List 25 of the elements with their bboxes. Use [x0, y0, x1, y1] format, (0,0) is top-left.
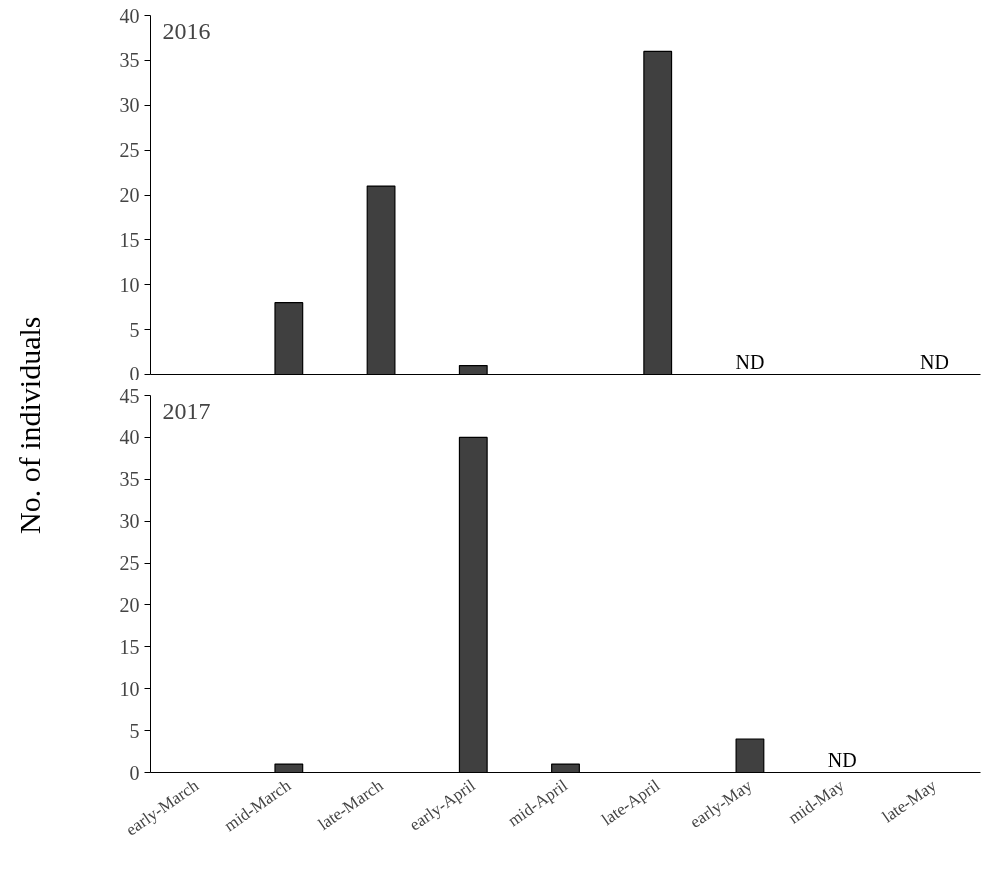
- y-tick-label: 0: [129, 761, 140, 784]
- y-tick-label: 35: [119, 49, 140, 72]
- y-tick-label: 15: [119, 228, 140, 251]
- annotation: 2017: [162, 397, 211, 424]
- y-tick-label: 5: [129, 318, 140, 341]
- annotation: ND: [735, 350, 765, 373]
- annotation: ND: [919, 350, 949, 373]
- y-axis-title: No. of individuals: [11, 316, 47, 534]
- y-tick-label: 30: [119, 510, 140, 533]
- y-tick-label: 10: [119, 677, 140, 700]
- y-tick-label: 45: [119, 384, 140, 407]
- y-tick-label: 5: [129, 719, 140, 742]
- y-tick-label: 35: [119, 468, 140, 491]
- y-tick-label: 40: [119, 426, 140, 449]
- annotation: ND: [827, 748, 857, 771]
- y-tick-label: 25: [119, 552, 140, 575]
- y-tick-label: 0: [129, 362, 140, 385]
- y-tick-label: 25: [119, 139, 140, 162]
- y-tick-label: 20: [119, 593, 140, 616]
- y-tick-label: 15: [119, 635, 140, 658]
- annotation: 2016: [162, 17, 211, 44]
- y-tick-label: 20: [119, 184, 140, 206]
- y-tick-label: 40: [119, 4, 140, 27]
- y-tick-label: 10: [119, 273, 140, 296]
- y-tick-label: 30: [119, 94, 140, 117]
